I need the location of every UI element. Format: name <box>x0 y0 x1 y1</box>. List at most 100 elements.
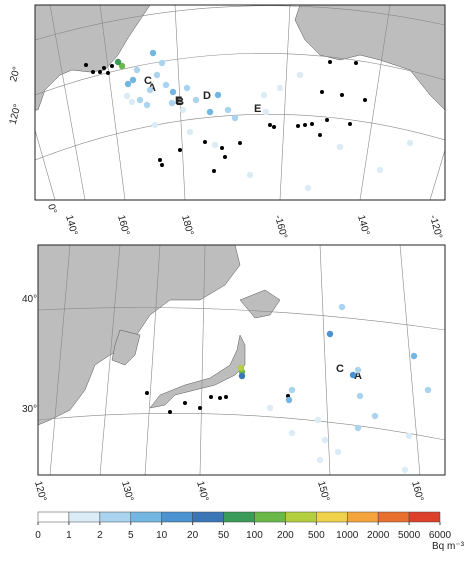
sample-point <box>296 71 304 79</box>
colorbar-tick-label: 5000 <box>398 530 421 541</box>
sample-point <box>84 63 88 67</box>
sample-point <box>285 396 293 404</box>
colorbar-segment <box>408 511 441 523</box>
sample-point <box>145 391 149 395</box>
lat-label: 120° <box>8 103 24 126</box>
sample-point <box>238 141 242 145</box>
sample-point <box>268 123 272 127</box>
sample-point <box>118 62 126 70</box>
lon-label: 140° <box>63 214 79 237</box>
lat-label: 40° <box>22 294 37 305</box>
sample-point <box>143 101 151 109</box>
lon-label: 140° <box>355 214 371 237</box>
sample-point <box>349 371 357 379</box>
sample-point <box>356 392 364 400</box>
sample-point <box>376 166 384 174</box>
lon-label: 150° <box>315 480 331 503</box>
sample-point <box>288 386 296 394</box>
sample-point <box>183 401 187 405</box>
colorbar-tick-label: 20 <box>187 530 199 541</box>
colorbar-tick-label: 500 <box>308 530 325 541</box>
sample-point <box>223 155 227 159</box>
sample-point <box>168 410 172 414</box>
colorbar-segment <box>285 511 317 523</box>
sample-point <box>405 432 413 440</box>
sample-point <box>334 448 342 456</box>
lon-label: 180° <box>179 214 195 237</box>
station-label: E <box>254 103 261 115</box>
sample-point <box>296 124 300 128</box>
colorbar-unit: Bq m⁻³ <box>432 541 465 552</box>
colorbar-segment <box>37 511 70 523</box>
sample-point <box>198 406 202 410</box>
sample-point <box>336 143 344 151</box>
colorbar-tick-label: 0 <box>35 530 41 541</box>
sample-point <box>316 456 324 464</box>
sample-point <box>354 366 362 374</box>
station-label: C <box>144 75 152 87</box>
sample-point <box>325 118 329 122</box>
sample-point <box>158 158 162 162</box>
sample-point <box>214 91 222 99</box>
sample-point <box>406 139 414 147</box>
sample-point <box>354 61 358 65</box>
colorbar-tick-label: 2000 <box>367 530 390 541</box>
sample-point <box>91 70 95 74</box>
sample-point <box>321 436 329 444</box>
sample-point <box>168 99 176 107</box>
sample-point <box>318 133 322 137</box>
sample-point <box>310 122 314 126</box>
lon-label: -160° <box>272 214 289 240</box>
sample-point <box>237 364 245 372</box>
sample-point <box>401 466 409 474</box>
colorbar-tick-label: 50 <box>218 530 230 541</box>
colorbar-tick-label: 2 <box>97 530 103 541</box>
sample-point <box>260 91 268 99</box>
sample-point <box>169 88 177 96</box>
sample-point <box>220 146 224 150</box>
sample-point <box>114 58 122 66</box>
sample-point <box>266 404 274 412</box>
top-frame <box>34 4 446 201</box>
sample-point <box>288 429 296 437</box>
sample-point <box>276 84 284 92</box>
sample-point <box>136 96 144 104</box>
sample-point <box>304 184 312 192</box>
sample-point <box>262 108 270 116</box>
sample-point <box>102 66 106 70</box>
sample-point <box>340 93 344 97</box>
lon-label: -120° <box>427 214 444 240</box>
colorbar-tick-label: 6000 <box>429 530 452 541</box>
sample-point <box>209 395 213 399</box>
colorbar-tick-label: 100 <box>246 530 263 541</box>
sample-point <box>178 148 182 152</box>
sample-point <box>186 128 194 136</box>
lon-label: 160° <box>115 214 131 237</box>
bottom-frame <box>37 244 446 476</box>
sample-point <box>303 123 307 127</box>
sample-point <box>218 396 222 400</box>
sample-point <box>98 70 102 74</box>
lon-label: 140° <box>194 480 210 503</box>
lon-label: 130° <box>119 480 135 503</box>
sample-point <box>133 66 141 74</box>
sample-point <box>320 90 324 94</box>
sample-point <box>231 114 239 122</box>
lat-label: 30° <box>22 404 37 415</box>
sample-point <box>211 141 219 149</box>
colorbar-tick-label: 5 <box>128 530 134 541</box>
colorbar-segment <box>68 511 101 523</box>
sample-point <box>314 416 322 424</box>
sample-point <box>151 121 159 129</box>
station-label: B <box>176 96 184 108</box>
sample-point <box>106 71 110 75</box>
colorbar-segment <box>192 511 224 523</box>
sample-point <box>146 86 154 94</box>
sample-point <box>206 108 214 116</box>
top-map <box>35 5 445 200</box>
sample-point <box>371 412 379 420</box>
sample-point <box>123 92 131 100</box>
sample-point <box>128 98 136 106</box>
